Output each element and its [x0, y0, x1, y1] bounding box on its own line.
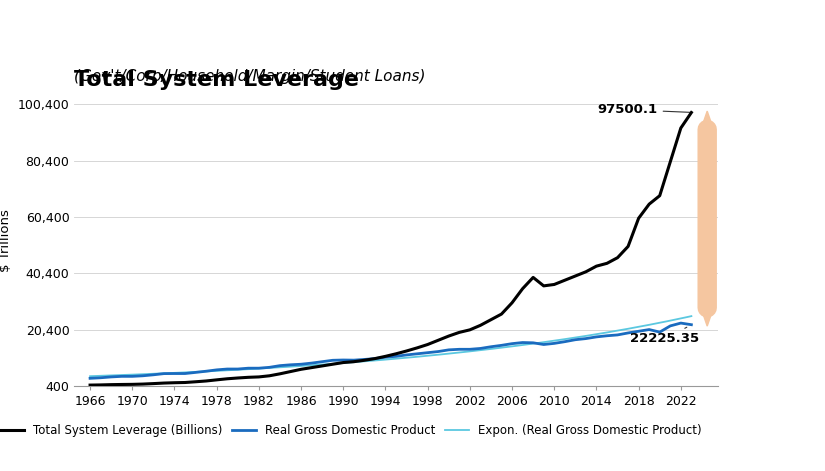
- Text: 22225.35: 22225.35: [630, 327, 700, 345]
- Y-axis label: $ Trillions: $ Trillions: [0, 209, 12, 272]
- Text: Total System Leverage: Total System Leverage: [74, 70, 359, 90]
- Polygon shape: [701, 309, 713, 326]
- Text: (Gov't/Corp/Household/Margin/Student Loans): (Gov't/Corp/Household/Margin/Student Loa…: [74, 69, 426, 84]
- Text: 97500.1: 97500.1: [597, 103, 692, 116]
- Legend: Total System Leverage (Billions), Real Gross Domestic Product, Expon. (Real Gros: Total System Leverage (Billions), Real G…: [0, 419, 706, 442]
- Polygon shape: [701, 111, 713, 128]
